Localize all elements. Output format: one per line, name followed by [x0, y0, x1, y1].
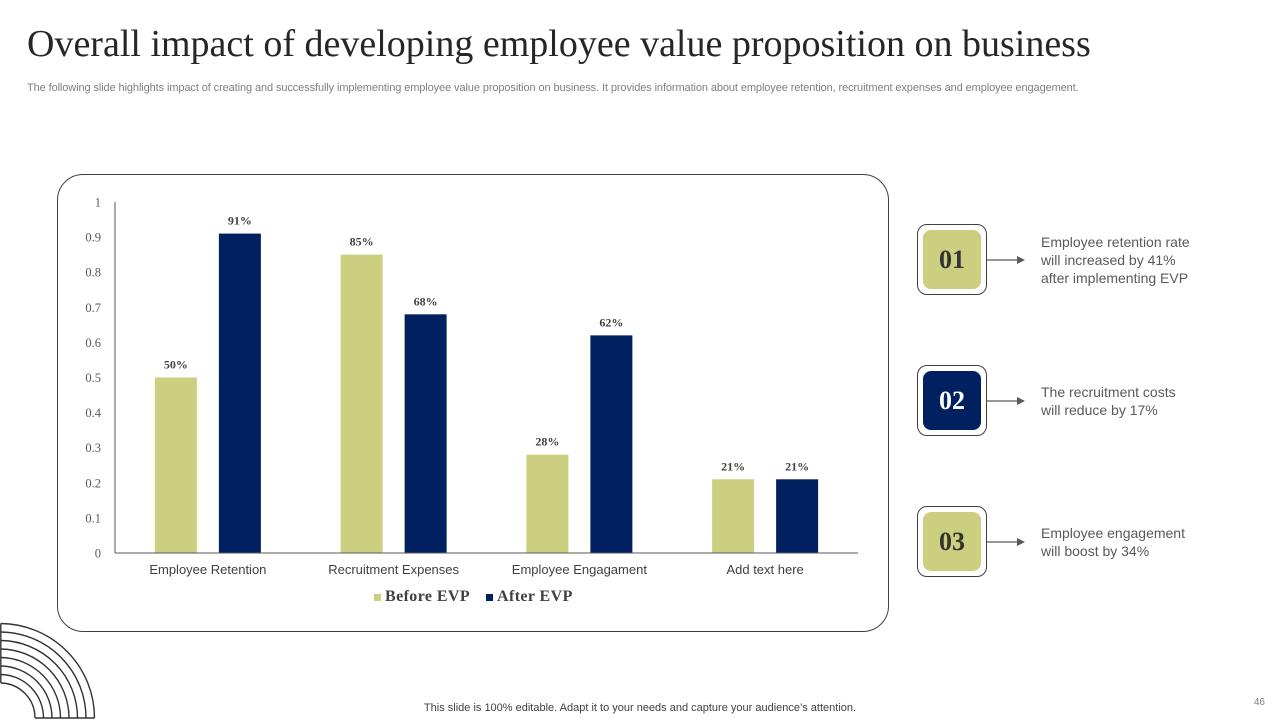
bar-before-evp: [712, 479, 755, 553]
legend-label-before: Before EVP: [385, 588, 471, 605]
y-tick-label: 0.9: [85, 231, 101, 245]
callout-line: Employee retention rate: [1041, 233, 1190, 250]
callout-line: Employee engagement: [1041, 524, 1185, 541]
callout-line: after implementing EVP: [1041, 269, 1189, 286]
y-tick-label: 0.1: [85, 511, 101, 525]
y-tick-label: 0.2: [85, 476, 101, 490]
x-axis-labels: Employee Retention Recruitment Expenses Em…: [149, 562, 803, 577]
bar-before-evp: [340, 254, 383, 553]
legend-swatch-before: [374, 593, 381, 601]
decorative-arc: [0, 648, 70, 719]
decorative-arc: [0, 665, 53, 719]
data-label: 28%: [535, 435, 559, 449]
y-tick-label: 0: [95, 547, 101, 561]
decorative-arc: [0, 656, 62, 719]
page-title: Overall impact of developing employee va…: [27, 23, 1091, 65]
arrow-right-icon: [987, 537, 1025, 546]
data-label: 91%: [228, 214, 252, 228]
y-tick-label: 0.5: [85, 371, 101, 385]
callout-line: will increased by 41%: [1041, 251, 1176, 268]
y-axis-ticks: 0 0.1 0.2 0.3 0.4 0.5 0.6 0.7 0.8 0.9 1: [85, 196, 101, 561]
legend-label-after: After EVP: [497, 588, 573, 605]
callout-text: Employee retention rate will increased b…: [1041, 233, 1190, 287]
data-label: 50%: [164, 358, 188, 372]
number-box: 01: [917, 224, 987, 295]
number-box: 02: [917, 365, 987, 436]
legend-item-before: Before EVP: [374, 588, 470, 606]
x-category-label: Recruitment Expenses: [328, 562, 459, 577]
callout-line: will reduce by 17%: [1041, 401, 1158, 418]
page-number: 46: [1253, 697, 1265, 708]
x-category-label: Employee Engagament: [512, 562, 648, 577]
chart-frame: [57, 174, 889, 632]
y-tick-label: 0.6: [85, 336, 101, 350]
data-label: 21%: [721, 459, 745, 473]
data-label: 68%: [414, 294, 438, 308]
decorative-arc: [0, 631, 87, 719]
callout-01: 01 Employee retention rate will increase…: [917, 224, 1190, 295]
decorative-arc: [0, 682, 36, 719]
data-label: 85%: [350, 235, 374, 249]
x-category-label: Employee Retention: [149, 562, 266, 577]
number-badge: 02: [923, 371, 981, 430]
callout-02: 02 The recruitment costs will reduce by …: [917, 365, 1176, 436]
y-tick-label: 0.7: [85, 301, 101, 315]
arrow-right-icon: [987, 255, 1025, 264]
x-category-label: Add text here: [726, 562, 803, 577]
legend-item-after: After EVP: [486, 588, 573, 606]
bar-before-evp: [154, 377, 197, 553]
callout-03: 03 Employee engagement will boost by 34%: [917, 506, 1185, 577]
bar-after-evp: [404, 314, 447, 553]
y-tick-label: 0.8: [85, 266, 101, 280]
y-tick-label: 0.3: [85, 441, 101, 455]
bar-after-evp: [590, 335, 633, 553]
y-tick-label: 1: [95, 196, 101, 210]
decorative-arc: [0, 673, 45, 719]
bar-after-evp: [218, 233, 261, 553]
y-tick-label: 0.4: [85, 406, 101, 420]
decorative-arcs: [0, 622, 96, 719]
data-labels: 50% 91% 85% 68% 28% 62% 21% 21%: [164, 214, 809, 474]
decorative-arc: [0, 622, 96, 719]
chart-legend: Before EVP After EVP: [374, 587, 573, 607]
number-badge: 01: [923, 230, 981, 289]
arrow-right-icon: [987, 396, 1025, 405]
number-box: 03: [917, 506, 987, 577]
decorative-arc: [0, 639, 79, 719]
footer-note: This slide is 100% editable. Adapt it to…: [423, 702, 857, 714]
bar-before-evp: [526, 454, 569, 553]
bars: [154, 233, 819, 553]
data-label: 21%: [785, 459, 809, 473]
bar-after-evp: [776, 479, 819, 553]
legend-swatch-after: [486, 593, 494, 601]
callout-line: The recruitment costs: [1041, 383, 1176, 400]
number-badge: 03: [923, 512, 981, 571]
callout-text: The recruitment costs will reduce by 17%: [1041, 383, 1176, 419]
data-label: 62%: [599, 315, 623, 329]
callout-line: will boost by 34%: [1041, 542, 1150, 559]
page-subtitle: The following slide highlights impact of…: [27, 82, 1079, 94]
callout-text: Employee engagement will boost by 34%: [1041, 524, 1185, 560]
